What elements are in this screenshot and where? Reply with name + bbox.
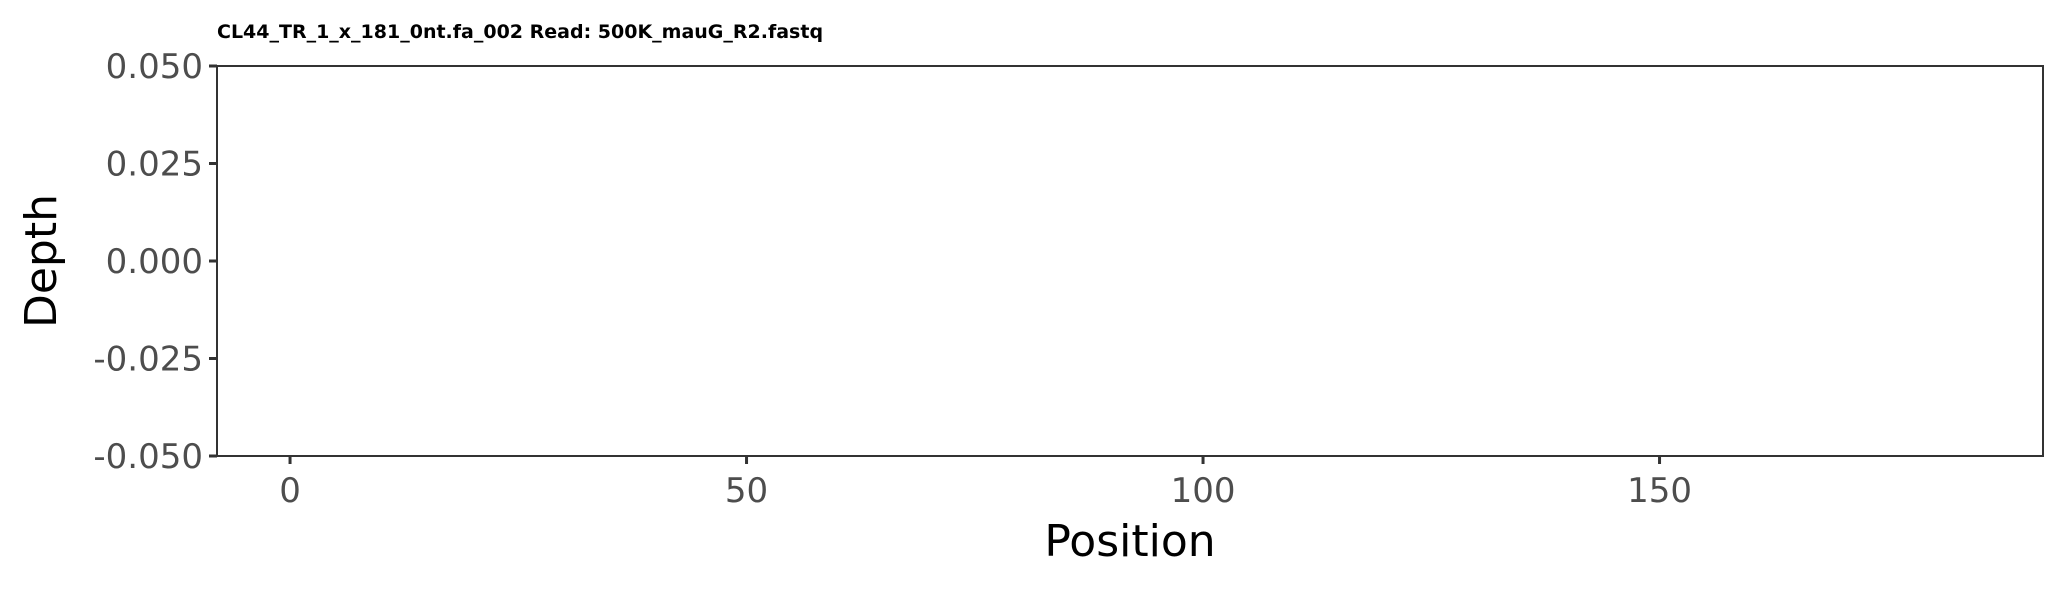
- y-tick-label: 0.025: [106, 145, 203, 185]
- x-axis-title: Position: [1044, 516, 1215, 567]
- x-axis: 0 50 100 150: [279, 456, 1692, 511]
- y-axis: 0.050 0.025 0.000 -0.025 -0.050: [93, 47, 217, 477]
- y-tick-label: 0.000: [106, 242, 203, 282]
- y-tick-label: 0.050: [106, 47, 203, 87]
- y-axis-title: Depth: [16, 194, 67, 328]
- y-tick-label: -0.025: [93, 340, 203, 380]
- x-tick-label: 50: [725, 471, 768, 511]
- x-tick-label: 0: [279, 471, 301, 511]
- chart-title: CL44_TR_1_x_181_0nt.fa_002 Read: 500K_ma…: [217, 21, 823, 43]
- y-tick-label: -0.050: [93, 437, 203, 477]
- x-tick-label: 150: [1627, 471, 1692, 511]
- plot-panel: [216, 65, 2044, 457]
- x-tick-label: 100: [1171, 471, 1236, 511]
